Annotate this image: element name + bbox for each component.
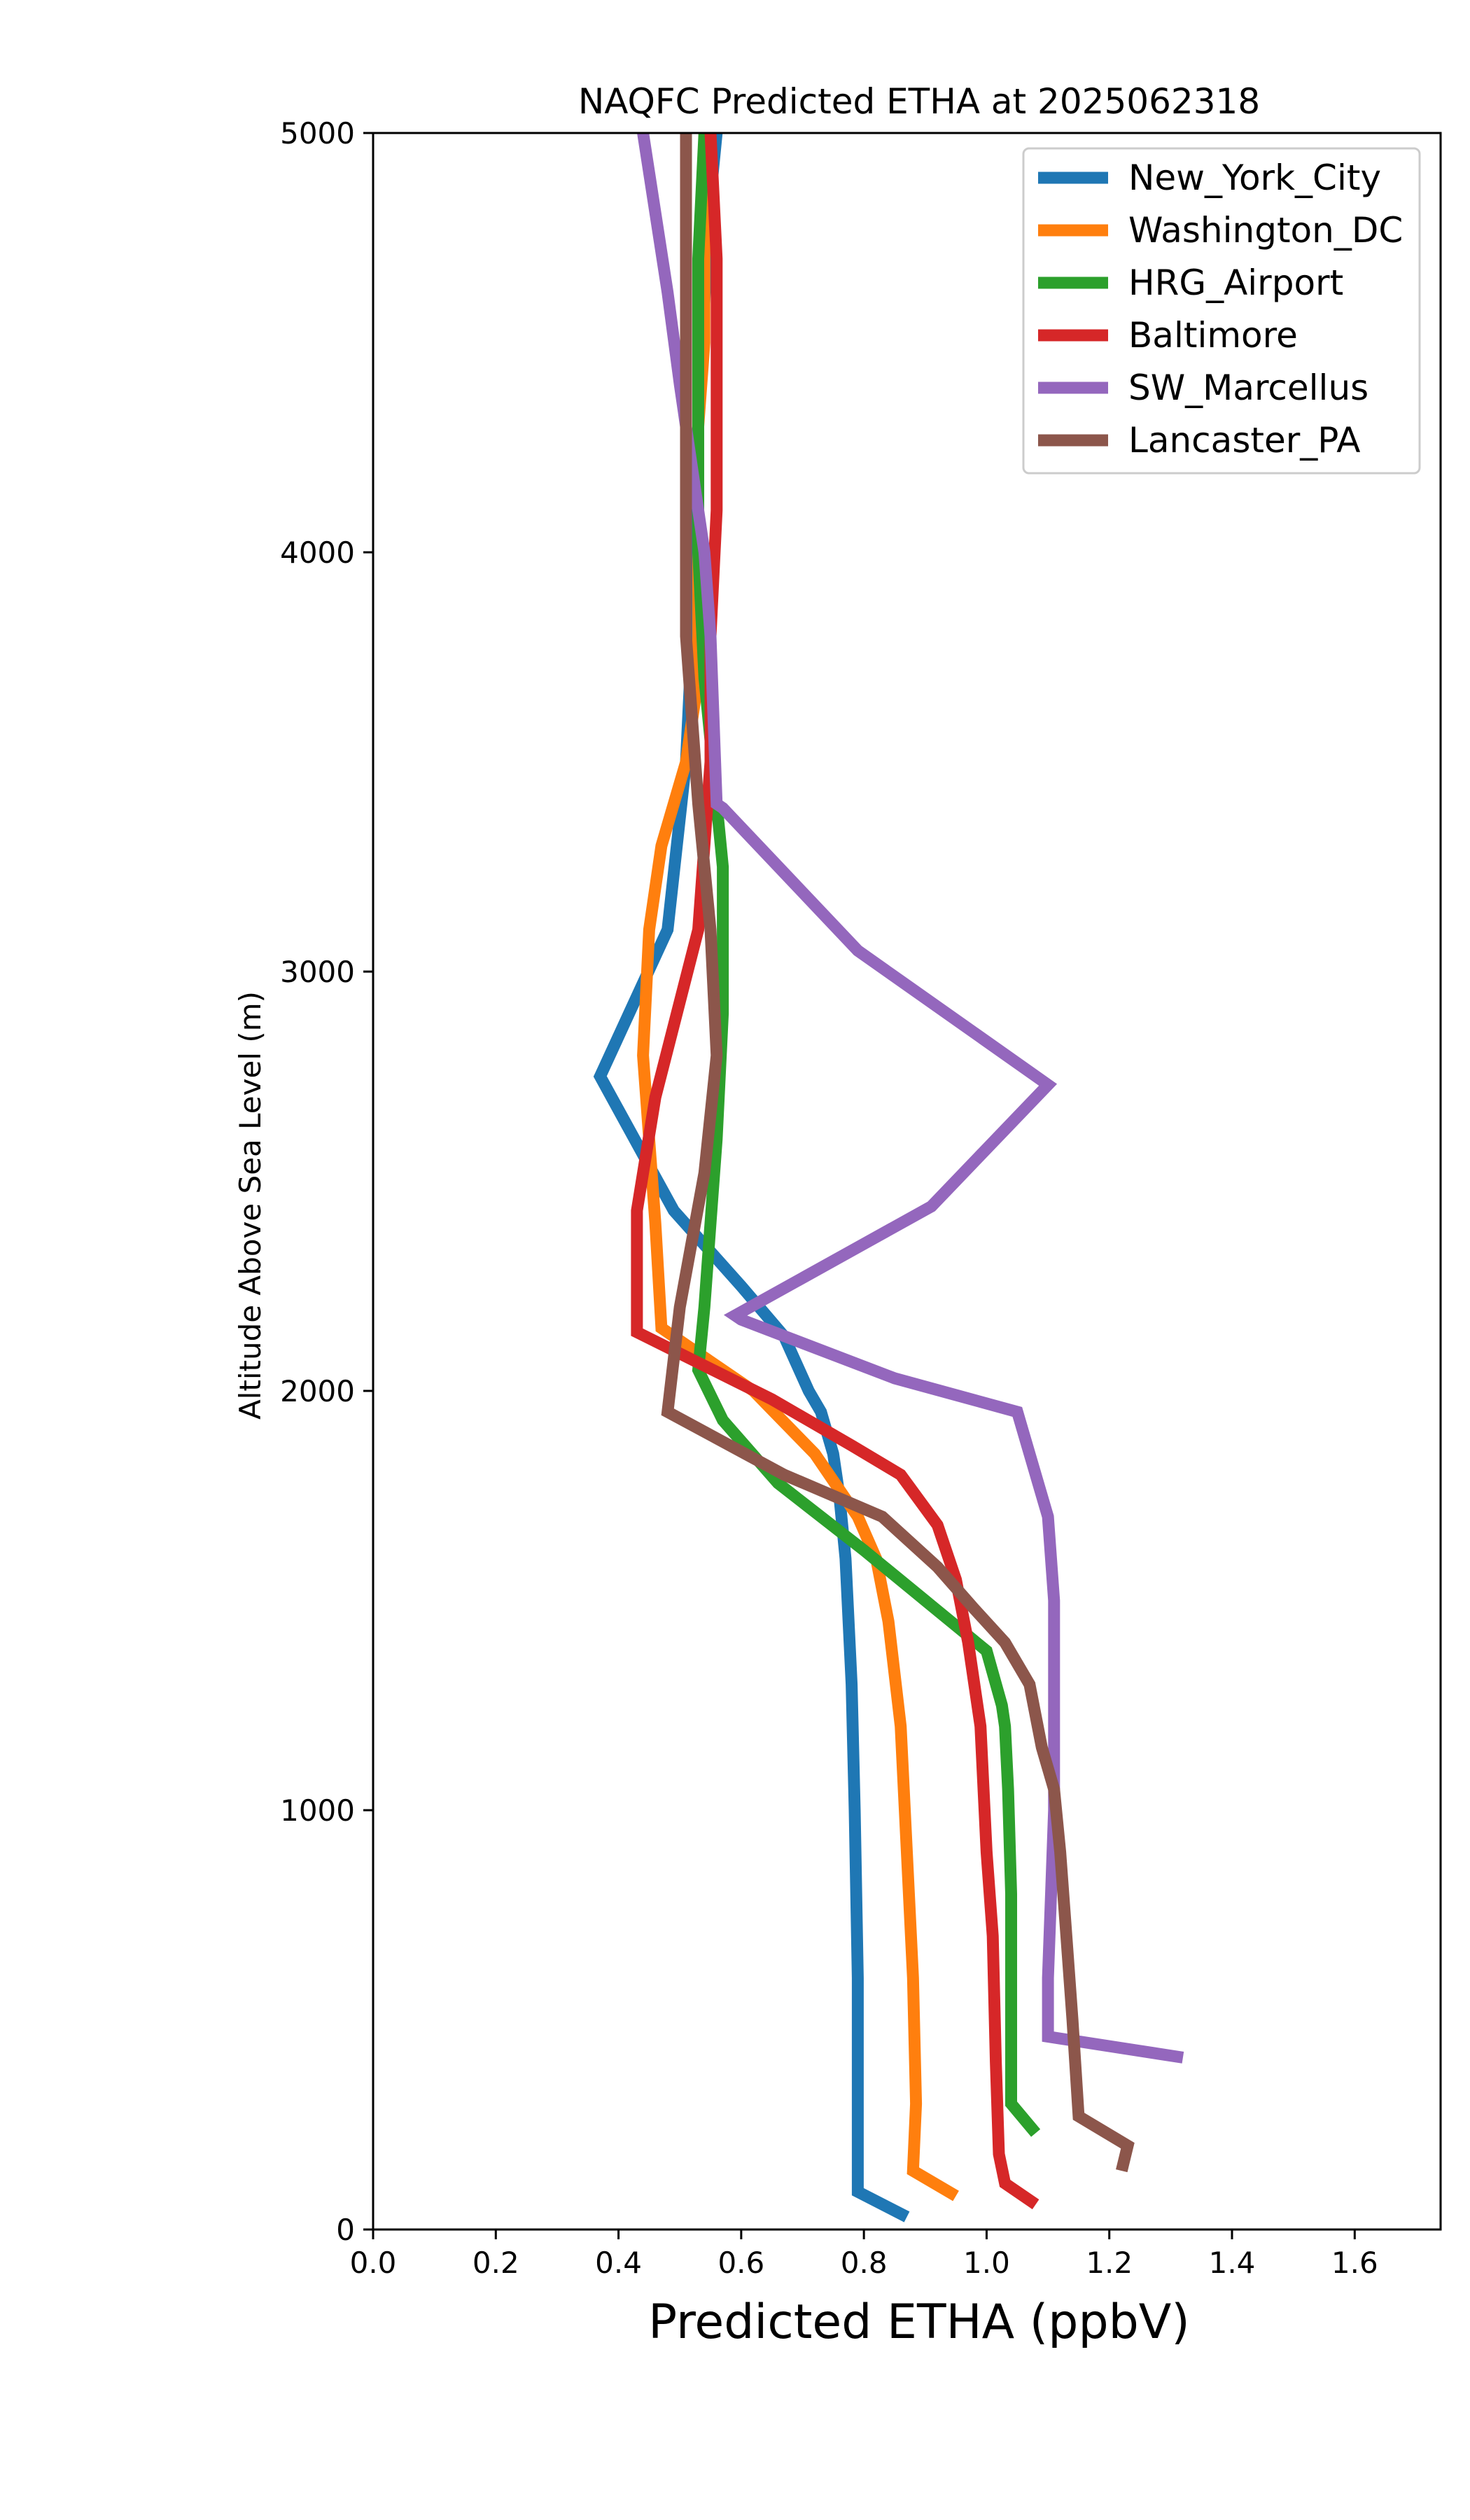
y-tick-label: 5000 (280, 116, 355, 150)
y-tick-label: 0 (336, 2213, 355, 2247)
x-axis-label: Predicted ETHA (ppbV) (648, 2295, 1190, 2350)
y-tick-label: 2000 (280, 1374, 355, 1408)
x-axis-ticks: 0.0 0.2 0.4 0.6 0.8 1.0 1.2 1.4 1.6 (350, 2230, 1378, 2280)
series-line-lancaster-pa (661, 133, 1135, 2173)
y-tick-label: 1000 (280, 1793, 355, 1828)
legend-label-baltimore: Baltimore (1128, 315, 1298, 356)
x-tick-label: 1.4 (1209, 2246, 1256, 2280)
x-tick-label: 0.4 (595, 2246, 642, 2280)
x-tick-label: 1.6 (1331, 2246, 1378, 2280)
series-layer (593, 132, 1184, 2222)
x-tick-label: 0.2 (472, 2246, 519, 2280)
y-tick-label: 4000 (280, 536, 355, 570)
legend-label-lancaster-pa: Lancaster_PA (1128, 420, 1360, 461)
x-tick-label: 0.0 (350, 2246, 397, 2280)
legend-entries: New_York_City Washington_DC HRG_Airport Bal… (1038, 158, 1403, 461)
y-axis-ticks: 0 1000 2000 3000 4000 5000 (280, 116, 373, 2247)
legend-label-new-york-city: New_York_City (1128, 158, 1381, 198)
y-axis-label: Altitude Above Sea Level (m) (233, 991, 267, 1420)
legend: New_York_City Washington_DC HRG_Airport Bal… (1022, 147, 1421, 475)
series-line-hrg-airport (692, 132, 1041, 2137)
legend-frame (1022, 147, 1421, 475)
legend-label-sw-marcellus: SW_Marcellus (1128, 368, 1368, 408)
legend-label-hrg-airport: HRG_Airport (1128, 262, 1343, 303)
x-tick-label: 0.8 (841, 2246, 888, 2280)
x-tick-label: 1.2 (1086, 2246, 1133, 2280)
x-tick-label: 0.6 (718, 2246, 764, 2280)
chart-title: NAQFC Predicted ETHA at 2025062318 (578, 81, 1260, 122)
legend-label-washington-dc: Washington_DC (1128, 210, 1403, 251)
plot-frame (372, 132, 1442, 2231)
x-tick-label: 1.0 (963, 2246, 1010, 2280)
y-tick-label: 3000 (280, 955, 355, 989)
series-line-sw-marcellus (637, 132, 1184, 2064)
